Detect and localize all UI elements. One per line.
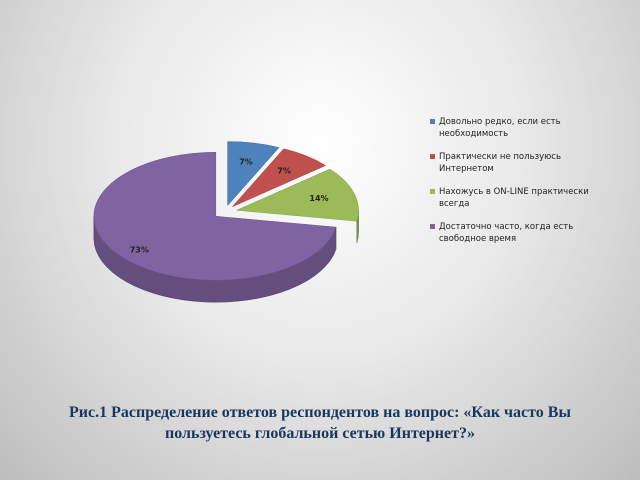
- slice: [232, 148, 327, 207]
- data-label: 73%: [130, 246, 149, 255]
- legend-swatch: [430, 119, 435, 124]
- legend-swatch: [430, 189, 435, 194]
- data-label: 7%: [239, 157, 253, 166]
- slice: [227, 141, 280, 207]
- slice: [93, 152, 337, 281]
- data-label: 14%: [309, 194, 328, 203]
- legend-swatch: [430, 154, 435, 159]
- legend-label: Практически не пользуюсь Интернетом: [439, 152, 561, 174]
- legend-item: Практически не пользуюсь Интернетом: [430, 151, 600, 186]
- legend-item: Довольно редко, если есть необходимость: [430, 116, 600, 151]
- legend-swatch: [430, 224, 435, 229]
- slice-tops: 7% 7% 14% 73%: [93, 141, 359, 281]
- chart-title: Рис.1 Распределение ответов респондентов…: [69, 404, 571, 442]
- legend-item: Достаточно часто, когда есть свободное в…: [430, 221, 600, 256]
- pie-chart: 7% 7% 14% 73%: [93, 141, 359, 303]
- legend-label: Довольно редко, если есть необходимость: [439, 117, 561, 139]
- data-label: 7%: [277, 167, 291, 176]
- legend-item: Нахожусь в ON-LINE практически всегда: [430, 186, 600, 221]
- legend-label: Нахожусь в ON-LINE практически всегда: [439, 187, 589, 209]
- slice: [235, 168, 359, 222]
- legend: Довольно редко, если есть необходимость П…: [430, 116, 600, 256]
- legend-label: Достаточно часто, когда есть свободное в…: [439, 222, 574, 244]
